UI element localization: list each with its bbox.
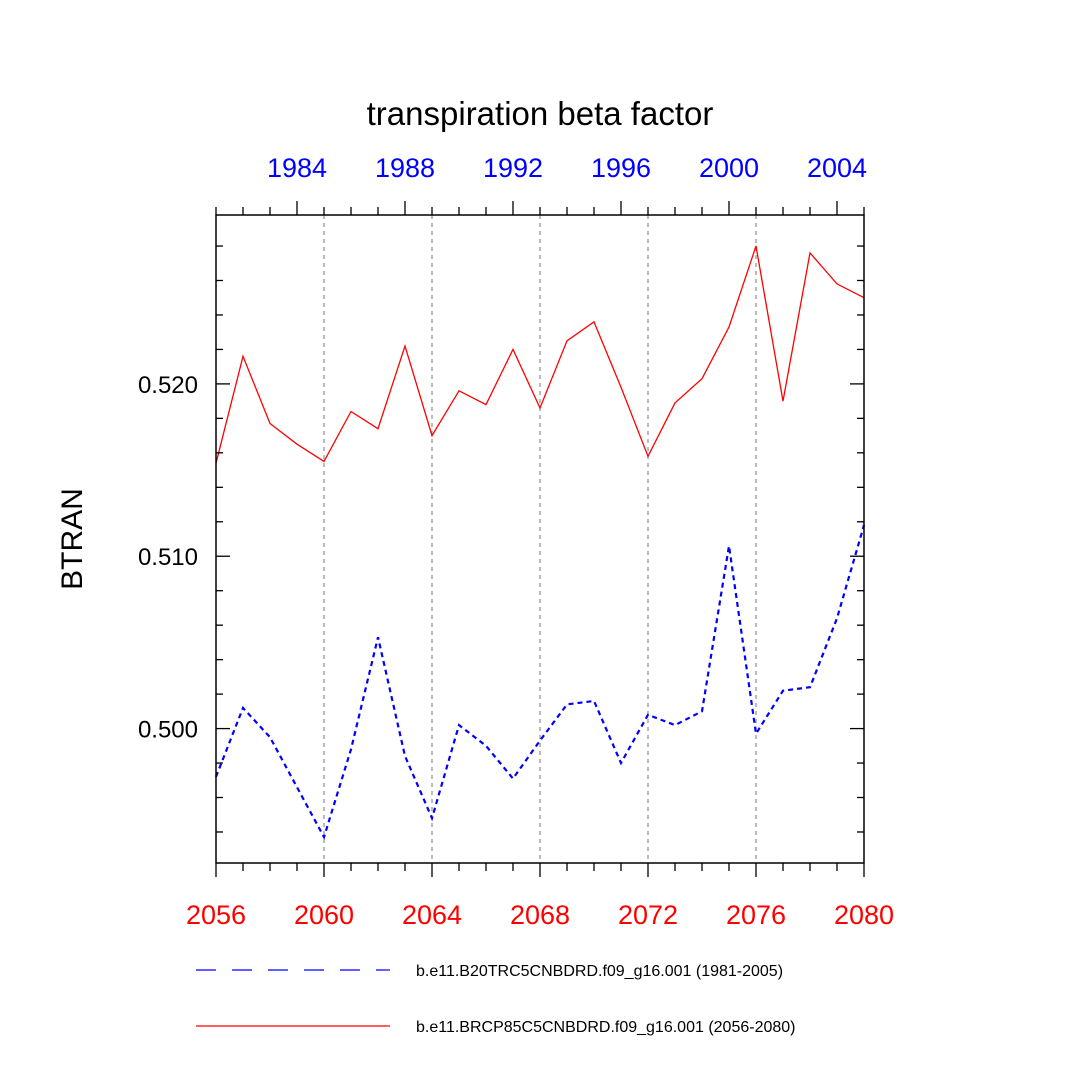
- x-bottom-tick-label: 2080: [834, 900, 894, 930]
- axes-layer: 2056 2060 2064 2068 2072 2076 2080 1984 1988 1992…: [138, 153, 894, 930]
- x-bottom-tick-label: 2060: [294, 900, 354, 930]
- x-bottom-tick-label: 2056: [186, 900, 246, 930]
- gridlines: [323, 215, 757, 863]
- chart-title: transpiration beta factor: [367, 95, 714, 132]
- x-top-tick-label: 1988: [375, 153, 435, 183]
- legend: b.e11.B20TRC5CNBDRD.f09_g16.001 (1981-20…: [196, 963, 795, 1036]
- x-bottom-tick-label: 2072: [618, 900, 678, 930]
- x-top-tick-label: 1984: [267, 153, 327, 183]
- y-axis-label: BTRAN: [56, 488, 89, 590]
- x-top-tick-label: 1992: [483, 153, 543, 183]
- legend-label-2: b.e11.BRCP85C5CNBDRD.f09_g16.001 (2056-2…: [416, 1019, 795, 1036]
- x-top-tick-label: 1996: [591, 153, 651, 183]
- y-tick-label: 0.500: [138, 717, 198, 744]
- x-bottom-tick-label: 2064: [402, 900, 462, 930]
- y-tick-label: 0.520: [138, 372, 198, 399]
- y-tick-label: 0.510: [138, 544, 198, 571]
- x-bottom-tick-label: 2068: [510, 900, 570, 930]
- legend-label-1: b.e11.B20TRC5CNBDRD.f09_g16.001 (1981-20…: [416, 963, 783, 980]
- x-bottom-tick-label: 2076: [726, 900, 786, 930]
- series-layer: [214, 245, 866, 840]
- series-line-2: [215, 245, 865, 464]
- x-top-tick-label: 2000: [699, 153, 759, 183]
- series-line-1: [214, 524, 866, 840]
- x-top-tick-label: 2004: [807, 153, 867, 183]
